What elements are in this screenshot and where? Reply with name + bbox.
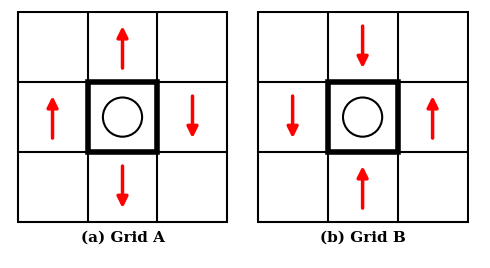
Bar bbox=[88, 82, 157, 152]
Bar bbox=[88, 82, 157, 152]
Bar bbox=[258, 12, 467, 222]
FancyArrowPatch shape bbox=[428, 100, 437, 138]
FancyArrowPatch shape bbox=[358, 170, 367, 208]
FancyArrowPatch shape bbox=[48, 100, 57, 138]
FancyArrowPatch shape bbox=[358, 26, 367, 64]
FancyArrowPatch shape bbox=[188, 96, 197, 134]
FancyArrowPatch shape bbox=[288, 96, 297, 134]
FancyArrowPatch shape bbox=[118, 30, 127, 68]
Text: (b) Grid B: (b) Grid B bbox=[319, 230, 406, 244]
FancyArrowPatch shape bbox=[118, 166, 127, 204]
Bar bbox=[328, 82, 397, 152]
Text: (a) Grid A: (a) Grid A bbox=[80, 230, 165, 244]
Bar bbox=[18, 12, 227, 222]
Bar bbox=[328, 82, 397, 152]
